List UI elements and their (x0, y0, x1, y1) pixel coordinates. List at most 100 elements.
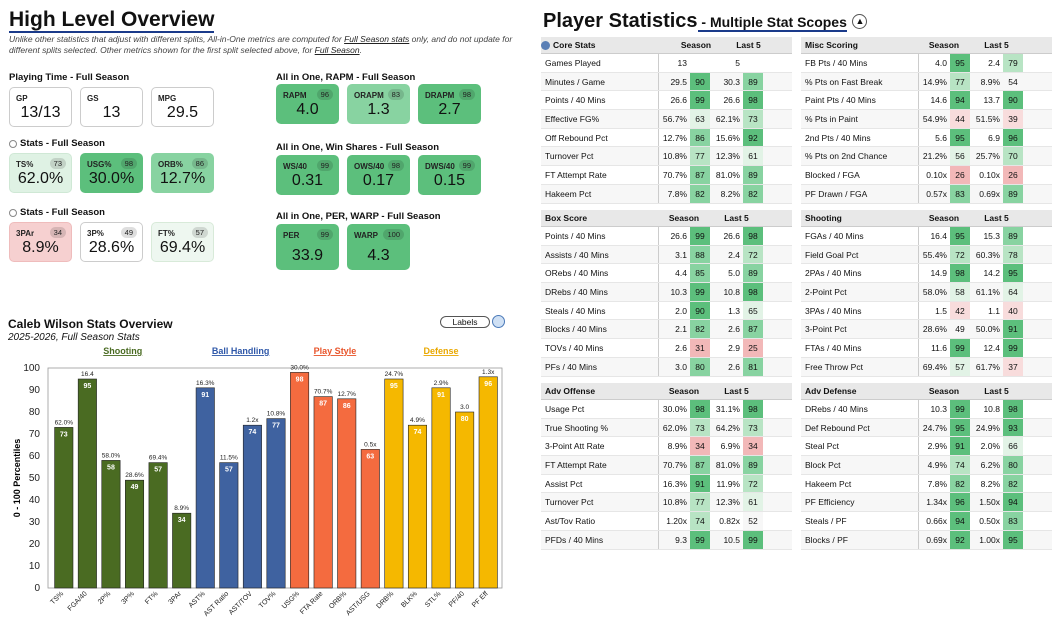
stat-name: Hakeem Pct (805, 478, 852, 489)
last5-value: 30.3 (723, 76, 740, 87)
stat-name: 3PAs / 40 Mins (805, 305, 862, 316)
rapm-card: RAPM 96 4.0 (276, 84, 339, 124)
x-tick-label: FGA/40 (67, 590, 89, 612)
season-pct (690, 54, 710, 72)
table-row: Ast/Tov Ratio 1.20x 74 0.82x 52 (541, 512, 792, 531)
full-season-stats-link[interactable]: Full Season stats (344, 34, 410, 44)
last5-pct: 82 (743, 184, 763, 203)
stat-name: PF Drawn / FGA (805, 188, 868, 199)
usg-card: USG% 98 30.0% (80, 153, 143, 193)
last5-pct: 79 (1003, 54, 1023, 72)
bar-AST% (195, 387, 215, 589)
last5-value: 1.3 (728, 305, 740, 316)
bar-ORB% (337, 398, 357, 589)
bar-percentile-label: 74 (249, 429, 257, 436)
ts-card: TS% 73 62.0% (9, 153, 72, 193)
x-tick-label: DRB% (375, 590, 395, 610)
x-tick-label: 3PAr (168, 590, 184, 606)
season-pct: 74 (950, 456, 970, 474)
last5-value: 15.3 (983, 230, 1000, 241)
radio-icon[interactable] (9, 139, 17, 148)
table-row: Blocks / PF 0.69x 92 1.00x 95 (801, 530, 1052, 550)
stats2-heading[interactable]: Stats - Full Season (9, 207, 105, 218)
table-row: Points / 40 Mins 26.6 99 26.6 98 (541, 91, 792, 111)
season-value: 58.0% (918, 283, 950, 301)
last5-col-header: Last 5 (724, 213, 749, 223)
season-pct: 95 (950, 54, 970, 72)
last5-pct: 89 (1003, 184, 1023, 203)
table-title: Adv Offense (545, 386, 596, 396)
full-season-link[interactable]: Full Season (314, 45, 360, 55)
last5-value: 2.9 (728, 342, 740, 353)
labels-button[interactable]: Labels (440, 316, 490, 328)
table-title: Misc Scoring (805, 40, 858, 50)
stats1-heading[interactable]: Stats - Full Season (9, 138, 105, 149)
season-value: 11.6 (918, 339, 950, 357)
bar-2P% (101, 460, 121, 589)
radio-icon[interactable] (9, 208, 17, 217)
season-value: 30.0% (658, 400, 690, 418)
info-icon[interactable] (541, 40, 550, 50)
stat-name: Minutes / Game (545, 76, 605, 87)
last5-value: 64.2% (715, 422, 740, 433)
last5-value: 0.50x (979, 515, 1000, 526)
overview-title: Caleb Wilson Stats Overview (8, 317, 173, 331)
stat-name: Steals / PF (805, 515, 847, 526)
stat-name: Steal Pct (805, 441, 840, 452)
last5-pct: 98 (743, 283, 763, 301)
stat-name: % Pts on 2nd Chance (805, 151, 888, 162)
last5-value: 11.9% (716, 478, 740, 489)
stat-name: FT Attempt Rate (545, 169, 607, 180)
season-value: 54.9% (918, 110, 950, 128)
season-value: 14.6 (918, 91, 950, 110)
stat-name: 3-Point Att Rate (545, 441, 605, 452)
bar-stat-label: 62.0% (55, 419, 74, 426)
season-value: 9.3 (658, 530, 690, 549)
table-row: 2nd Pts / 40 Mins 5.6 95 6.9 96 (801, 128, 1052, 148)
table-box-score: Box Score Season Last 5 Points / 40 Mins 26.… (541, 210, 792, 377)
stat-name: Points / 40 Mins (545, 95, 606, 106)
stat-name: FT Attempt Rate (545, 459, 607, 470)
last5-value: 81.0% (715, 459, 740, 470)
season-value: 0.66x (918, 512, 950, 530)
season-value: 7.8% (918, 474, 950, 493)
last5-value: 6.9% (720, 441, 740, 452)
last5-pct: 98 (743, 227, 763, 245)
bar-stat-label: 0.5x (364, 441, 377, 448)
x-tick-label: AST Ratio (203, 590, 230, 617)
stat-name: PFs / 40 Mins (545, 361, 597, 372)
last5-value: 25.7% (975, 151, 1000, 162)
table-row: % Pts on Fast Break 14.9% 77 8.9% 54 (801, 72, 1052, 92)
table-header: Adv Offense Season Last 5 (541, 383, 792, 400)
season-pct: 99 (690, 283, 710, 301)
season-pct: 87 (690, 456, 710, 474)
last5-pct: 89 (743, 456, 763, 474)
season-value: 1.34x (918, 493, 950, 512)
group-header-ball-handling: Ball Handling (212, 346, 270, 356)
last5-value: 61.1% (975, 286, 1000, 297)
high-level-title: High Level Overview (9, 8, 215, 33)
season-pct: 94 (950, 91, 970, 110)
bar-stat-label: 16.3% (196, 380, 215, 387)
stat-name: Games Played (545, 57, 601, 68)
last5-value: 0.82x (719, 515, 740, 526)
last5-value: 26.6 (723, 230, 740, 241)
season-pct: 58 (950, 283, 970, 301)
stat-name: Free Throw Pct (805, 361, 863, 372)
season-pct: 74 (690, 512, 710, 530)
season-value: 16.4 (918, 227, 950, 245)
last5-pct (743, 54, 763, 72)
labels-toggle[interactable] (492, 315, 505, 328)
table-shooting: Shooting Season Last 5 FGAs / 40 Mins 16.4 95… (801, 210, 1052, 377)
last5-pct: 99 (743, 530, 763, 549)
bar-stat-label: 12.7% (338, 391, 357, 398)
x-tick-label: PF Eff (471, 590, 490, 609)
settings-icon[interactable]: ▲ (852, 14, 868, 30)
last5-pct: 91 (1003, 320, 1023, 339)
table-row: 2PAs / 40 Mins 14.9 98 14.2 95 (801, 264, 1052, 284)
bar-AST/TOV (242, 424, 262, 589)
stat-name: Assists / 40 Mins (545, 249, 609, 260)
season-pct: 82 (690, 320, 710, 339)
x-tick-label: FTA Rate (299, 590, 325, 616)
bar-stat-label: 24.7% (385, 371, 404, 378)
